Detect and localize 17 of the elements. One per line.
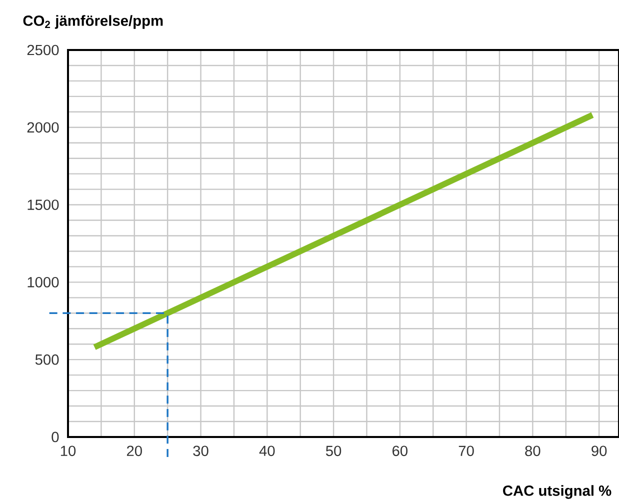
x-tick-label: 60 xyxy=(392,446,408,456)
y-tick-label: 2000 xyxy=(27,122,59,133)
x-axis-title: CAC utsignal % xyxy=(503,485,612,499)
x-tick-label: 20 xyxy=(126,446,142,456)
y-axis-title: CO$_{2}$ jämförelse/ppm xyxy=(23,15,163,29)
y-tick-label: 1000 xyxy=(28,277,59,288)
x-tick-label: 30 xyxy=(193,446,208,456)
y-tick-label: 2500 xyxy=(27,44,59,56)
x-tick-label: 50 xyxy=(326,446,342,456)
x-tick-label: 90 xyxy=(592,446,607,456)
x-tick-label: 80 xyxy=(525,446,540,456)
y-tick-label: 500 xyxy=(35,354,59,365)
x-tick-label: 70 xyxy=(458,446,474,456)
y-tick-label: 1500 xyxy=(28,200,59,210)
x-tick-label: 40 xyxy=(259,446,275,456)
x-tick-label: 10 xyxy=(60,446,76,456)
y-tick-label: 0 xyxy=(52,432,59,442)
